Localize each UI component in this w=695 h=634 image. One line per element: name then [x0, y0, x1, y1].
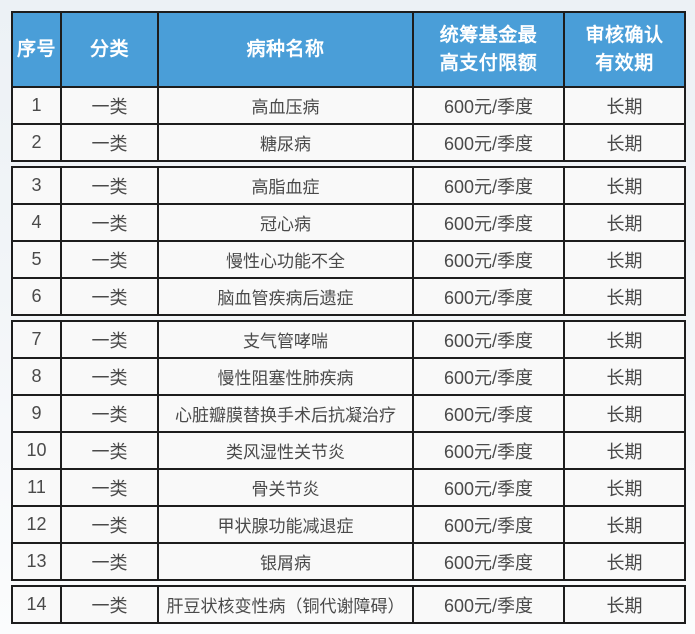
cell-validity: 长期 [563, 242, 684, 277]
cell-limit: 600元/季度 [412, 396, 563, 431]
cell-serial: 8 [31, 366, 42, 386]
table-row: 10 一类 类风湿性关节炎 600元/季度 长期 [11, 431, 686, 470]
cell-validity: 长期 [563, 279, 684, 314]
cell-category: 一类 [60, 544, 157, 579]
table-row: 5 一类 慢性心功能不全 600元/季度 长期 [11, 240, 686, 279]
cell-serial: 14 [26, 594, 47, 614]
cell-validity: 长期 [563, 125, 684, 160]
cell-validity: 长期 [563, 470, 684, 505]
cell-serial: 5 [31, 249, 42, 269]
cell-category: 一类 [60, 279, 157, 314]
table-row: 12 一类 甲状腺功能减退症 600元/季度 长期 [11, 505, 686, 544]
cell-limit: 600元/季度 [412, 168, 563, 203]
cell-validity: 长期 [563, 88, 684, 123]
cell-serial: 1 [31, 95, 42, 115]
cell-serial: 12 [26, 514, 47, 534]
cell-disease: 肝豆状核变性病（铜代谢障碍） [157, 587, 412, 622]
cell-category: 一类 [60, 242, 157, 277]
table-header-row: 序号 分类 病种名称 统筹基金最 高支付限额 审核确认 有效期 [11, 11, 686, 88]
cell-limit: 600元/季度 [412, 322, 563, 357]
cell-category: 一类 [60, 168, 157, 203]
cell-disease: 类风湿性关节炎 [157, 433, 412, 468]
cell-serial: 9 [31, 403, 42, 423]
cell-category: 一类 [60, 322, 157, 357]
cell-disease: 支气管哮喘 [157, 322, 412, 357]
cell-limit: 600元/季度 [412, 205, 563, 240]
table-row: 1 一类 高血压病 600元/季度 长期 [11, 86, 686, 125]
table-body: 1 一类 高血压病 600元/季度 长期 2 一类 糖尿病 600元/季度 长期… [11, 86, 686, 624]
cell-validity: 长期 [563, 587, 684, 622]
cell-category: 一类 [60, 359, 157, 394]
cell-validity: 长期 [563, 507, 684, 542]
cell-disease: 脑血管疾病后遗症 [157, 279, 412, 314]
cell-serial: 10 [26, 440, 47, 460]
table-row: 3 一类 高脂血症 600元/季度 长期 [11, 166, 686, 205]
cell-serial: 4 [31, 212, 42, 232]
benefit-table: 序号 分类 病种名称 统筹基金最 高支付限额 审核确认 有效期 1 一类 高血压… [11, 11, 686, 624]
table-row: 2 一类 糖尿病 600元/季度 长期 [11, 123, 686, 162]
cell-limit: 600元/季度 [412, 544, 563, 579]
cell-validity: 长期 [563, 396, 684, 431]
cell-disease: 甲状腺功能减退症 [157, 507, 412, 542]
header-cell-serial: 序号 [16, 38, 56, 60]
table-row: 13 一类 银屑病 600元/季度 长期 [11, 542, 686, 581]
cell-limit: 600元/季度 [412, 433, 563, 468]
table-row: 14 一类 肝豆状核变性病（铜代谢障碍） 600元/季度 长期 [11, 585, 686, 624]
cell-category: 一类 [60, 470, 157, 505]
cell-category: 一类 [60, 507, 157, 542]
cell-category: 一类 [60, 396, 157, 431]
cell-serial: 11 [27, 477, 46, 497]
cell-category: 一类 [60, 587, 157, 622]
cell-limit: 600元/季度 [412, 507, 563, 542]
table-row: 11 一类 骨关节炎 600元/季度 长期 [11, 468, 686, 507]
cell-limit: 600元/季度 [412, 470, 563, 505]
table-row: 8 一类 慢性阻塞性肺疾病 600元/季度 长期 [11, 357, 686, 396]
cell-validity: 长期 [563, 359, 684, 394]
header-cell-limit: 统筹基金最 高支付限额 [412, 13, 563, 86]
header-cell-category: 分类 [60, 13, 157, 86]
cell-serial: 6 [31, 286, 42, 306]
cell-validity: 长期 [563, 322, 684, 357]
cell-disease: 慢性阻塞性肺疾病 [157, 359, 412, 394]
cell-limit: 600元/季度 [412, 279, 563, 314]
cell-serial: 7 [31, 329, 42, 349]
cell-disease: 慢性心功能不全 [157, 242, 412, 277]
cell-limit: 600元/季度 [412, 125, 563, 160]
cell-limit: 600元/季度 [412, 88, 563, 123]
cell-category: 一类 [60, 433, 157, 468]
cell-serial: 2 [31, 132, 42, 152]
cell-limit: 600元/季度 [412, 587, 563, 622]
cell-serial: 3 [31, 175, 42, 195]
table-row: 9 一类 心脏瓣膜替换手术后抗凝治疗 600元/季度 长期 [11, 394, 686, 433]
cell-disease: 银屑病 [157, 544, 412, 579]
table-row: 4 一类 冠心病 600元/季度 长期 [11, 203, 686, 242]
cell-limit: 600元/季度 [412, 359, 563, 394]
cell-disease: 糖尿病 [157, 125, 412, 160]
cell-category: 一类 [60, 125, 157, 160]
cell-disease: 骨关节炎 [157, 470, 412, 505]
cell-limit: 600元/季度 [412, 242, 563, 277]
header-cell-validity: 审核确认 有效期 [563, 13, 684, 86]
cell-disease: 冠心病 [157, 205, 412, 240]
cell-validity: 长期 [563, 433, 684, 468]
table-row: 7 一类 支气管哮喘 600元/季度 长期 [11, 320, 686, 359]
cell-validity: 长期 [563, 168, 684, 203]
cell-disease: 心脏瓣膜替换手术后抗凝治疗 [157, 396, 412, 431]
cell-disease: 高脂血症 [157, 168, 412, 203]
cell-category: 一类 [60, 88, 157, 123]
cell-disease: 高血压病 [157, 88, 412, 123]
cell-validity: 长期 [563, 205, 684, 240]
cell-serial: 13 [26, 551, 47, 571]
cell-validity: 长期 [563, 544, 684, 579]
cell-category: 一类 [60, 205, 157, 240]
table-row: 6 一类 脑血管疾病后遗症 600元/季度 长期 [11, 277, 686, 316]
header-cell-disease: 病种名称 [157, 13, 412, 86]
